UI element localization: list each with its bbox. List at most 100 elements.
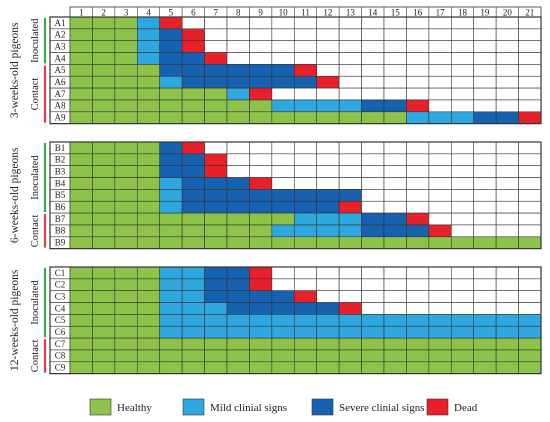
heatmap-cell <box>136 177 161 190</box>
heatmap-cell <box>316 302 340 315</box>
heatmap-cell <box>361 111 385 124</box>
heatmap-cell <box>293 266 318 280</box>
heatmap-cell <box>450 224 475 238</box>
heatmap-cell <box>92 52 116 65</box>
heatmap-cell <box>204 361 228 374</box>
heatmap-cell <box>450 314 475 327</box>
heatmap-cell <box>69 87 93 101</box>
heatmap-cell <box>181 266 205 280</box>
heatmap-cell <box>293 212 318 226</box>
heatmap-cell <box>271 349 295 363</box>
heatmap-cell <box>69 361 93 374</box>
heatmap-cell <box>92 40 116 53</box>
heatmap-cell <box>136 141 161 155</box>
heatmap-cell <box>473 325 497 339</box>
heatmap-cell <box>518 290 542 303</box>
heatmap-cell <box>406 111 430 124</box>
heatmap-cell <box>204 153 228 167</box>
heatmap-cell <box>159 302 183 315</box>
day-tick-label: 18 <box>458 8 468 18</box>
heatmap-cell <box>136 290 161 303</box>
heatmap-cell <box>450 28 475 42</box>
heatmap-cell <box>69 177 93 190</box>
heatmap-cell <box>293 314 318 327</box>
heatmap-cell <box>361 87 385 101</box>
row-label: B1 <box>55 143 66 153</box>
heatmap-cell <box>338 224 362 238</box>
heatmap-cell <box>114 87 138 101</box>
heatmap-cell <box>338 177 362 190</box>
heatmap-cell <box>136 153 161 167</box>
heatmap-cell <box>92 314 116 327</box>
day-tick-label: 17 <box>436 8 446 18</box>
row-label: C9 <box>55 363 66 373</box>
heatmap-cell <box>226 153 250 167</box>
heatmap-cell <box>473 290 497 303</box>
heatmap-cell <box>518 52 542 65</box>
heatmap-cell <box>518 153 542 167</box>
day-tick-label: 19 <box>480 8 490 18</box>
heatmap-cell <box>159 337 183 351</box>
heatmap-cell <box>495 141 519 155</box>
heatmap-cell <box>69 278 93 292</box>
heatmap-cell <box>249 40 273 53</box>
heatmap-cell <box>181 361 205 374</box>
heatmap-cell <box>495 64 519 77</box>
heatmap-cell <box>495 361 519 374</box>
heatmap-cell <box>114 40 138 53</box>
heatmap-cell <box>204 290 228 303</box>
heatmap-cell <box>473 349 497 363</box>
heatmap-cell <box>338 349 362 363</box>
heatmap-cell <box>92 325 116 339</box>
heatmap-cell <box>69 212 93 226</box>
heatmap-cell <box>114 64 138 77</box>
heatmap-cell <box>361 302 385 315</box>
heatmap-cell <box>181 278 205 292</box>
heatmap-cell <box>406 290 430 303</box>
row-label: C8 <box>55 351 66 361</box>
heatmap-cell <box>271 141 295 155</box>
heatmap-cell <box>271 337 295 351</box>
heatmap-cell <box>136 52 161 65</box>
heatmap-cell <box>406 189 430 202</box>
heatmap-cell <box>450 165 475 178</box>
heatmap-cell <box>69 325 93 339</box>
heatmap-cell <box>316 236 340 249</box>
heatmap-cell <box>361 177 385 190</box>
heatmap-cell <box>406 236 430 249</box>
heatmap-cell <box>226 177 250 190</box>
heatmap-cell <box>69 189 93 202</box>
heatmap-cell <box>69 349 93 363</box>
heatmap-cell <box>338 200 362 214</box>
heatmap-cell <box>473 212 497 226</box>
heatmap-cell <box>473 28 497 42</box>
heatmap-cell <box>226 141 250 155</box>
heatmap-cell <box>159 189 183 202</box>
heatmap-cell <box>383 302 407 315</box>
heatmap-cell <box>136 64 161 77</box>
heatmap-cell <box>383 52 407 65</box>
heatmap-cell <box>181 40 205 53</box>
heatmap-cell <box>383 236 407 249</box>
heatmap-cell <box>473 153 497 167</box>
heatmap-cell <box>159 16 183 30</box>
row-label: A2 <box>55 30 66 40</box>
heatmap-cell <box>271 28 295 42</box>
heatmap-cell <box>114 302 138 315</box>
heatmap-cell <box>204 75 228 89</box>
heatmap-cell <box>361 361 385 374</box>
heatmap-cell <box>473 40 497 53</box>
day-tick-label: 8 <box>236 8 241 18</box>
heatmap-cell <box>92 141 116 155</box>
heatmap-cell <box>518 212 542 226</box>
heatmap-cell <box>181 177 205 190</box>
heatmap-cell <box>316 111 340 124</box>
heatmap-cell <box>114 16 138 30</box>
row-label: C3 <box>55 291 66 301</box>
heatmap-cell <box>428 337 452 351</box>
heatmap-cell <box>518 349 542 363</box>
row-label: B4 <box>55 178 66 188</box>
heatmap-cell <box>249 325 273 339</box>
heatmap-cell <box>226 64 250 77</box>
heatmap-cell <box>361 314 385 327</box>
